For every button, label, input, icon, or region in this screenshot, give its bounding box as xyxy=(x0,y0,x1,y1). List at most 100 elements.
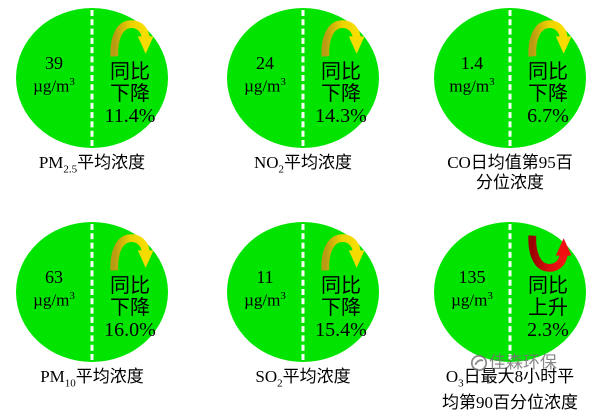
metric-unit: µg/m3 xyxy=(451,287,493,310)
trend-text-line2: 上升 xyxy=(528,297,568,319)
trend-percent: 2.3% xyxy=(527,319,569,341)
trend-up-arrow-icon xyxy=(528,235,571,272)
metric-card-pm10: 63 µg/m3 同比 下降 16.0% PM10平均浓度 xyxy=(0,222,192,393)
metric-label: CO日均值第95百 分位浓度 xyxy=(410,153,609,193)
dashed-divider-line xyxy=(90,224,94,360)
unit-base: µg/m xyxy=(33,290,70,310)
trend-text-line1: 同比 xyxy=(110,275,150,297)
metric-value: 39 xyxy=(45,52,63,73)
label-subscript: 2 xyxy=(278,163,285,176)
label-text: 平均浓度 xyxy=(75,367,144,386)
metric-circle: 24 µg/m3 同比 下降 14.3% xyxy=(227,8,379,148)
watermark: 佳森环保 xyxy=(470,353,557,372)
label-line2: 均第90百分位浓度 xyxy=(442,393,578,413)
trend-text-line1: 同比 xyxy=(321,61,361,83)
metric-circle: 39 µg/m3 同比 下降 11.4% xyxy=(16,8,168,148)
label-text: PM xyxy=(40,367,65,386)
label-text: 日最大8小时平 xyxy=(463,367,575,386)
trend-text-line1: 同比 xyxy=(321,275,361,297)
value-block: 11 µg/m3 xyxy=(229,218,301,358)
metric-circle: 63 µg/m3 同比 下降 16.0% xyxy=(16,222,168,362)
trend-block: 同比 下降 6.7% xyxy=(510,8,586,148)
trend-text-line2: 下降 xyxy=(321,297,361,319)
trend-down-arrow-icon xyxy=(321,234,364,271)
metric-label: SO2平均浓度 xyxy=(203,367,403,393)
trend-text-line2: 下降 xyxy=(110,83,150,105)
value-block: 63 µg/m3 xyxy=(18,218,90,358)
unit-exponent: 3 xyxy=(280,75,286,88)
label-subscript: 3 xyxy=(458,377,464,390)
dashed-divider-line xyxy=(90,10,94,146)
unit-base: µg/m xyxy=(244,76,281,96)
trend-block: 同比 下降 16.0% xyxy=(92,222,168,362)
metric-unit: µg/m3 xyxy=(33,287,75,310)
metric-label: PM2.5平均浓度 xyxy=(0,153,192,179)
metric-circle: 135 µg/m3 同比 上升 2.3% xyxy=(434,222,586,362)
metric-card-o3: 135 µg/m3 同比 上升 2.3% O3日最大8小时平 均第90百分位浓度… xyxy=(410,222,609,413)
metric-unit: µg/m3 xyxy=(244,73,286,96)
label-subscript: 2 xyxy=(277,377,283,390)
label-line2: 分位浓度 xyxy=(476,173,544,192)
label-line1: CO日均值第95百 xyxy=(410,153,609,173)
metric-unit: µg/m3 xyxy=(244,287,286,310)
unit-exponent: 3 xyxy=(69,75,75,88)
trend-text-line1: 同比 xyxy=(528,61,568,83)
label-text: 平均浓度 xyxy=(284,153,353,172)
metric-circle: 1.4 mg/m3 同比 下降 6.7% xyxy=(434,8,586,148)
trend-text-line1: 同比 xyxy=(528,275,568,297)
metric-card-pm25: 39 µg/m3 同比 下降 11.4% PM2.5平均浓度 xyxy=(0,8,192,179)
metric-value: 11 xyxy=(256,266,274,287)
trend-block: 同比 下降 14.3% xyxy=(303,8,379,148)
unit-exponent: 3 xyxy=(280,289,286,302)
metric-value: 135 xyxy=(458,266,486,287)
metric-value: 1.4 xyxy=(460,52,484,73)
trend-block: 同比 下降 15.4% xyxy=(303,222,379,362)
trend-down-arrow-icon xyxy=(110,20,153,57)
trend-percent: 15.4% xyxy=(315,319,367,341)
value-block: 1.4 mg/m3 xyxy=(436,4,508,144)
trend-text-line1: 同比 xyxy=(110,61,150,83)
dashed-divider-line xyxy=(301,224,305,360)
trend-percent: 11.4% xyxy=(104,105,156,127)
value-block: 39 µg/m3 xyxy=(18,4,90,144)
unit-base: µg/m xyxy=(33,76,70,96)
trend-percent: 6.7% xyxy=(527,105,569,127)
metric-label: O3日最大8小时平 均第90百分位浓度 xyxy=(410,367,609,413)
dashed-divider-line xyxy=(508,224,512,360)
trend-block: 同比 上升 2.3% xyxy=(510,222,586,362)
dashed-divider-line xyxy=(301,10,305,146)
label-subscript: 10 xyxy=(64,377,76,390)
value-block: 135 µg/m3 xyxy=(436,218,508,358)
metric-label: PM10平均浓度 xyxy=(0,367,192,393)
metric-value: 24 xyxy=(256,52,274,73)
metric-card-co: 1.4 mg/m3 同比 下降 6.7% CO日均值第95百 分位浓度 xyxy=(410,8,609,193)
trend-down-arrow-icon xyxy=(321,20,364,57)
unit-base: mg/m xyxy=(449,76,490,96)
trend-percent: 14.3% xyxy=(315,105,367,127)
trend-down-arrow-icon xyxy=(528,20,571,57)
metric-unit: mg/m3 xyxy=(449,73,494,96)
label-text: O xyxy=(445,367,459,386)
unit-base: µg/m xyxy=(451,290,488,310)
metric-card-so2: 11 µg/m3 同比 下降 15.4% SO2平均浓度 xyxy=(203,222,403,393)
label-text: SO xyxy=(255,367,278,386)
label-text: NO xyxy=(253,153,279,172)
trend-text-line2: 下降 xyxy=(110,297,150,319)
label-text: PM xyxy=(38,153,64,172)
metric-card-no2: 24 µg/m3 同比 下降 14.3% NO2平均浓度 xyxy=(203,8,403,179)
watermark-logo-icon xyxy=(470,354,488,371)
trend-text-line2: 下降 xyxy=(528,83,568,105)
unit-exponent: 3 xyxy=(489,75,495,88)
unit-exponent: 3 xyxy=(487,289,493,302)
value-block: 24 µg/m3 xyxy=(229,4,301,144)
label-line1: O3日最大8小时平 xyxy=(410,367,609,393)
metric-unit: µg/m3 xyxy=(33,73,75,96)
label-subscript: 2.5 xyxy=(63,163,78,176)
metric-circle: 11 µg/m3 同比 下降 15.4% xyxy=(227,222,379,362)
trend-down-arrow-icon xyxy=(110,234,153,271)
unit-exponent: 3 xyxy=(69,289,75,302)
label-text: 平均浓度 xyxy=(282,367,351,386)
dashed-divider-line xyxy=(508,10,512,146)
trend-text-line2: 下降 xyxy=(321,83,361,105)
metric-value: 63 xyxy=(45,266,63,287)
